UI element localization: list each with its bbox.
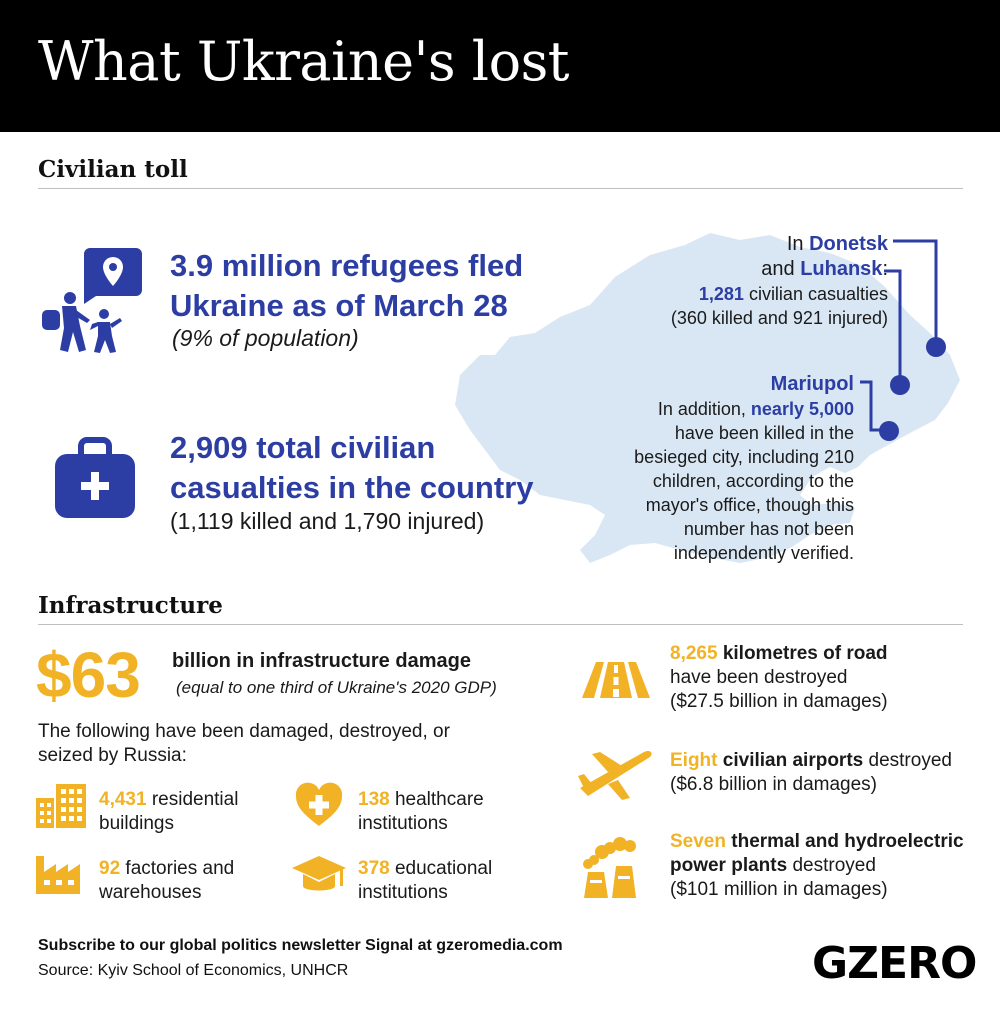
roads-line3: ($27.5 billion in damages) [670,691,888,712]
building-icon [36,784,86,828]
educational-item: 378 educational institutions [358,857,492,905]
mariupol-line4: children, according to the [652,471,854,491]
factories-label: factories and [120,858,235,879]
donetsk-label: Donetsk [809,233,888,255]
mariupol-line2: have been killed in the [674,423,854,443]
refugees-icon [42,292,122,353]
medical-kit-icon [55,437,135,518]
mariupol-callout: Mariupol In addition, nearly 5,000 have … [634,372,854,565]
airports-line2: ($6.8 billion in damages) [670,774,878,795]
ukraine-map [455,233,960,563]
power-line3: ($101 million in damages) [670,879,888,900]
and-label: and [761,258,801,280]
donetsk-detail: (360 killed and 921 injured) [670,308,888,328]
donetsk-prefix: In [786,233,810,255]
roads-label: kilometres of road [717,643,888,664]
heart-plus-icon [295,782,343,826]
refugees-stat-line1: 3.9 million refugees fled [170,248,524,283]
colon-label: : [882,258,888,280]
damage-note: (equal to one third of Ukraine's 2020 GD… [176,678,497,697]
residential-label: residential [146,789,239,810]
luhansk-label: Luhansk [800,258,883,280]
mariupol-line1-prefix: In addition, [657,399,751,419]
residential-item: 4,431 residential buildings [99,788,238,836]
factories-num: 92 [99,858,121,879]
power-num: Seven [670,831,726,852]
factories-label2: warehouses [99,882,202,903]
healthcare-item: 138 healthcare institutions [358,788,484,836]
power-item: Seven thermal and hydroelectric power pl… [670,830,964,902]
power-label: thermal and hydroelectric [725,831,964,852]
residential-label2: buildings [99,813,174,834]
mariupol-line7: independently verified. [673,543,854,563]
casualties-stat: 2,909 total civilian casualties in the c… [170,428,534,508]
donetsk-count: 1,281 [698,284,744,304]
subscribe-text: Subscribe to our global politics newslet… [38,937,563,954]
healthcare-label: healthcare [389,789,484,810]
power-line2-rest: destroyed [787,855,876,876]
healthcare-num: 138 [358,789,390,810]
road-icon [582,662,650,698]
educational-num: 378 [358,858,390,879]
location-pin-icon [84,248,142,304]
damage-amount: $63 [36,639,141,711]
power-line2-bold: power plants [670,855,788,876]
airports-num: Eight [670,750,718,771]
casualties-note: (1,119 killed and 1,790 injured) [170,508,485,534]
healthcare-label2: institutions [358,813,448,834]
damage-label: billion in infrastructure damage [172,650,471,672]
intro-line1: The following have been damaged, destroy… [38,721,450,742]
roads-item: 8,265 kilometres of road have been destr… [670,642,888,714]
intro-line2: seized by Russia: [38,745,187,766]
mariupol-line1-em: nearly 5,000 [750,399,854,419]
roads-num: 8,265 [670,643,718,664]
infrastructure-section-title: Infrastructure [38,592,223,619]
mariupol-label: Mariupol [770,373,854,395]
roads-line2: have been destroyed [670,667,848,688]
donetsk-count-suffix: civilian casualties [743,284,888,304]
civilian-section-title: Civilian toll [38,156,188,183]
educational-label2: institutions [358,882,448,903]
factories-item: 92 factories and warehouses [99,857,234,905]
graduation-cap-icon [292,856,346,891]
refugees-note: (9% of population) [172,325,359,351]
casualties-stat-line2: casualties in the country [170,470,534,505]
gzero-logo: GZERO [812,938,977,989]
airports-label: civilian airports [717,750,864,771]
refugees-stat: 3.9 million refugees fled Ukraine as of … [170,246,523,326]
factory-icon [36,856,80,894]
donetsk-luhansk-callout: In Donetsk and Luhansk: 1,281 civilian c… [671,232,888,330]
power-plant-icon [583,837,636,898]
mariupol-line5: mayor's office, though this [645,495,854,515]
source-text: Source: Kyiv School of Economics, UNHCR [38,962,349,979]
civilian-divider [38,188,963,189]
page-title: What Ukraine's lost [38,30,570,93]
educational-label: educational [389,858,493,879]
mariupol-line6: number has not been [683,519,854,539]
infrastructure-divider [38,624,963,625]
airplane-icon [578,750,652,800]
residential-num: 4,431 [99,789,147,810]
casualties-stat-line1: 2,909 total civilian [170,430,436,465]
airports-item: Eight civilian airports destroyed ($6.8 … [670,749,952,797]
mariupol-line3: besieged city, including 210 [634,447,854,467]
airports-rest: destroyed [863,750,952,771]
header-banner: What Ukraine's lost [0,0,1000,132]
refugees-stat-line2: Ukraine as of March 28 [170,288,508,323]
